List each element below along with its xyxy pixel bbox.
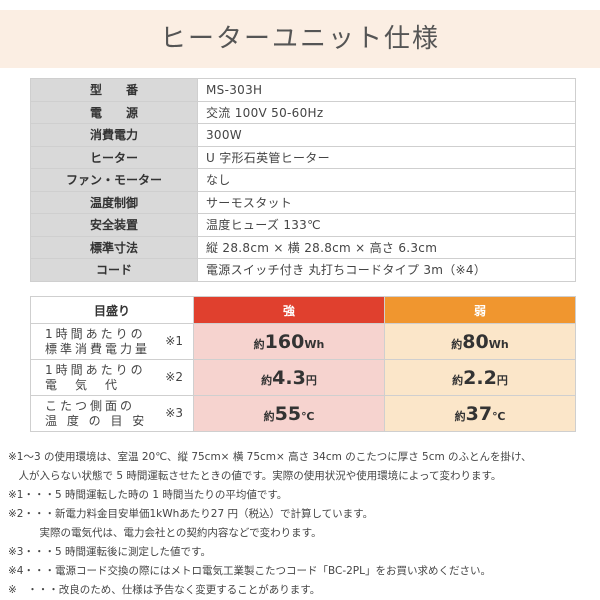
usage-row-power: 1時間あたりの 標準消費電力量 ※1 約160Wh 約80Wh (30, 323, 576, 360)
strong-value-cell: 約4.3円 (193, 359, 385, 396)
spec-key: ヒーター (30, 145, 198, 169)
spec-value: MS-303H (197, 78, 576, 102)
row-label-line2: 温 度 の 目 安 (45, 414, 148, 428)
usage-row-temperature: こたつ側面の 温 度 の 目 安 ※3 約55℃ 約37℃ (30, 395, 576, 432)
spec-value: 300W (197, 123, 576, 147)
footnote: ※2・・・新電力料金目安単価1kWhあたり27 円（税込）で計算しています。 (8, 508, 374, 520)
spec-row: 温度制御 サーモスタット (30, 190, 576, 214)
spec-key: 型 番 (30, 78, 198, 102)
spec-key: ファン・モーター (30, 168, 198, 192)
strong-value-cell: 約160Wh (193, 323, 385, 360)
footnote: ※4・・・電源コード交換の際にはメトロ電気工業製こたつコード「BC-2PL」をお… (8, 565, 491, 577)
weak-value-cell: 約2.2円 (384, 359, 576, 396)
row-label-line1: 1時間あたりの (45, 363, 146, 377)
spec-row: コード 電源スイッチ付き 丸打ちコードタイプ 3m（※4） (30, 258, 576, 282)
row-label-text: こたつ側面の 温 度 の 目 安 (45, 399, 147, 429)
spec-row: 電 源交流 100V 50-60Hz (30, 100, 576, 124)
row-ref: ※3 (165, 406, 183, 420)
row-label-text: 1時間あたりの 標準消費電力量 (45, 327, 150, 357)
row-label: 1時間あたりの 電 気 代 ※2 (30, 359, 194, 396)
header-strong: 強 (193, 296, 385, 324)
row-label-line2: 電 気 代 (45, 378, 121, 392)
usage-row-cost: 1時間あたりの 電 気 代 ※2 約4.3円 約2.2円 (30, 359, 576, 396)
spec-row: 安全装置 温度ヒューズ 133℃ (30, 213, 576, 237)
value-unit: 円 (496, 373, 508, 387)
spec-key: 消費電力 (30, 123, 198, 147)
row-ref: ※2 (165, 370, 183, 384)
spec-key: 温度制御 (30, 190, 198, 214)
header-label: 目盛り (30, 296, 194, 324)
value-unit: Wh (488, 337, 509, 351)
value-prefix: 約 (261, 373, 273, 387)
spec-row: 消費電力 300W (30, 123, 576, 147)
value-unit: ℃ (492, 409, 506, 423)
footnote: 実際の電気代は、電力会社との契約内容などで変わります。 (8, 527, 322, 539)
value-prefix: 約 (452, 373, 464, 387)
page-title: ヒーターユニット仕様 (159, 24, 440, 54)
spec-row: 標準寸法縦 28.8cm × 横 28.8cm × 高さ 6.3cm (30, 235, 576, 259)
row-label-line1: 1時間あたりの (45, 327, 146, 341)
strong-value-cell: 約55℃ (193, 395, 385, 432)
usage-table: 目盛り 強 弱 1時間あたりの 標準消費電力量 ※1 約160Wh 約80Wh (30, 296, 576, 432)
spec-key: 電 源 (30, 100, 198, 124)
row-label-line1: こたつ側面の (45, 399, 136, 413)
value-prefix: 約 (253, 337, 265, 351)
value-unit: 円 (305, 373, 317, 387)
value-prefix: 約 (263, 409, 275, 423)
value-prefix: 約 (454, 409, 466, 423)
usage-header-row: 目盛り 強 弱 (30, 296, 576, 324)
spec-table: 型 番 MS-303H 電 源交流 100V 50-60Hz 消費電力 300W ヒ… (30, 78, 576, 282)
spec-row: ヒーター U 字形石英管ヒーター (30, 145, 576, 169)
header-weak: 弱 (384, 296, 576, 324)
spec-row: 型 番 MS-303H (30, 78, 576, 102)
weak-value: 37 (465, 402, 493, 425)
footnote: ※1・・・5 時間運転した時の 1 時間当たりの平均値です。 (8, 489, 288, 501)
strong-value: 55 (274, 402, 302, 425)
row-label: こたつ側面の 温 度 の 目 安 ※3 (30, 395, 194, 432)
value-unit: Wh (304, 337, 325, 351)
weak-value: 2.2 (463, 366, 497, 389)
row-ref: ※1 (165, 334, 183, 348)
spec-value: 交流 100V 50-60Hz (197, 100, 576, 124)
value-unit: ℃ (301, 409, 315, 423)
spec-row: ファン・モーター なし (30, 168, 576, 192)
spec-value: 温度ヒューズ 133℃ (197, 213, 576, 237)
spec-key: コード (30, 258, 198, 282)
row-label: 1時間あたりの 標準消費電力量 ※1 (30, 323, 194, 360)
spec-value: 電源スイッチ付き 丸打ちコードタイプ 3m（※4） (197, 258, 576, 282)
weak-value-cell: 約37℃ (384, 395, 576, 432)
footnote: ※ ・・・改良のため、仕様は予告なく変更することがあります。 (8, 584, 321, 596)
row-label-line2: 標準消費電力量 (45, 342, 151, 356)
row-label-text: 1時間あたりの 電 気 代 (45, 363, 146, 393)
footnote: 人が入らない状態で 5 時間運転させたときの値です。実際の使用状況や使用環境によ… (8, 470, 502, 482)
footnotes: ※1〜3 の使用環境は、室温 20℃、縦 75cm× 横 75cm× 高さ 34… (8, 448, 596, 600)
spec-key: 安全装置 (30, 213, 198, 237)
strong-value: 160 (264, 330, 305, 353)
value-prefix: 約 (451, 337, 463, 351)
spec-value: サーモスタット (197, 190, 576, 214)
spec-key: 標準寸法 (30, 235, 198, 259)
spec-value: 縦 28.8cm × 横 28.8cm × 高さ 6.3cm (197, 235, 576, 259)
weak-value: 80 (462, 330, 489, 353)
spec-value: なし (197, 168, 576, 192)
footnote: ※1〜3 の使用環境は、室温 20℃、縦 75cm× 横 75cm× 高さ 34… (8, 451, 532, 463)
weak-value-cell: 約80Wh (384, 323, 576, 360)
title-band (0, 10, 600, 68)
footnote: ※3・・・5 時間運転後に測定した値です。 (8, 546, 211, 558)
spec-value: U 字形石英管ヒーター (197, 145, 576, 169)
strong-value: 4.3 (272, 366, 306, 389)
